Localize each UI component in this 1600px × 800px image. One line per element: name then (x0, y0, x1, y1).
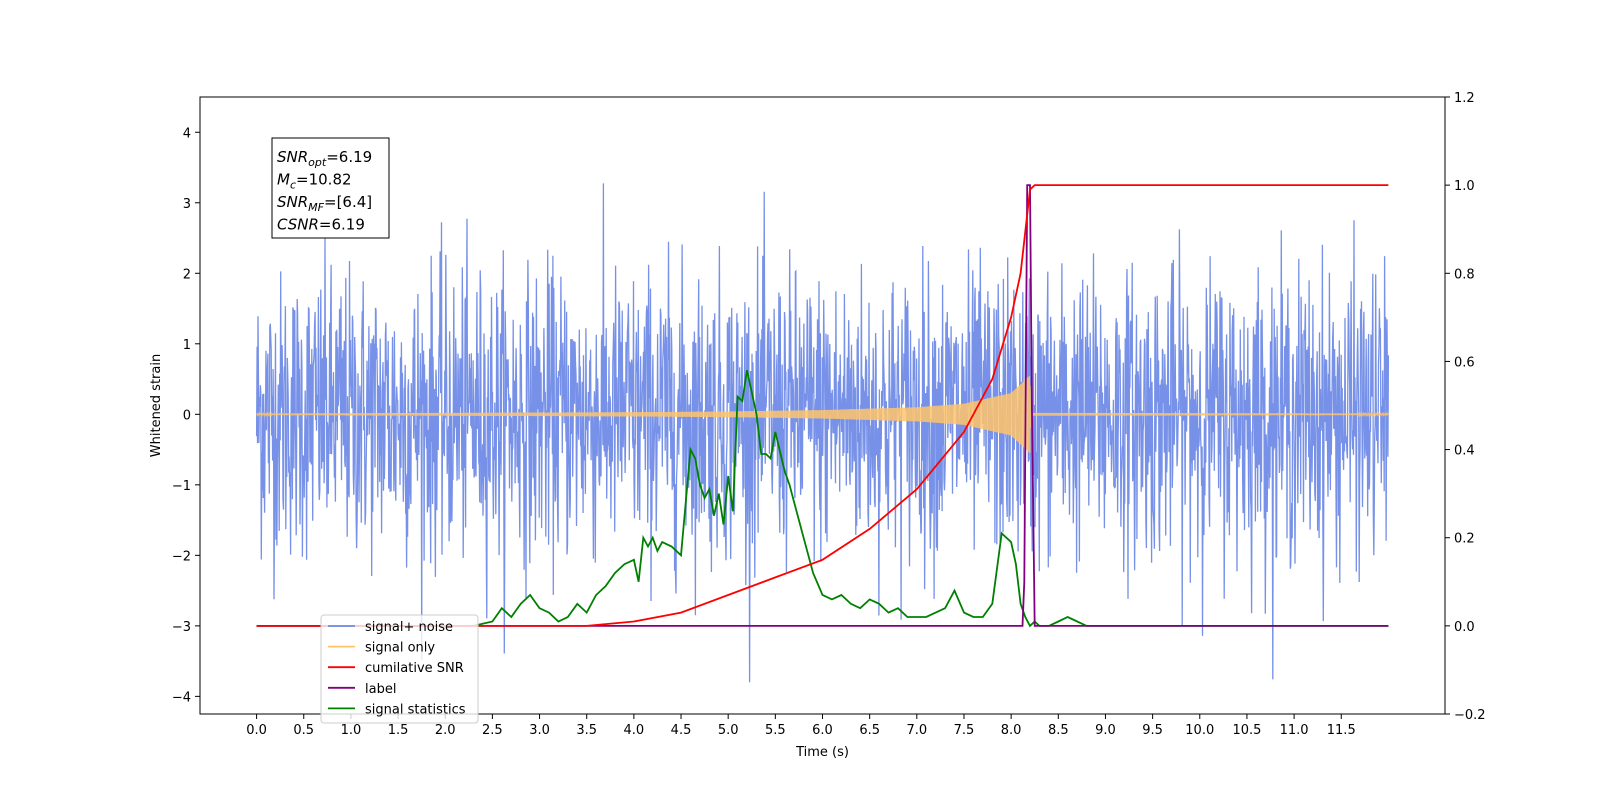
y2-tick-label: 0.2 (1454, 532, 1475, 547)
x-tick-label: 4.0 (624, 723, 645, 738)
signal-only-layer (256, 375, 1389, 454)
legend-label: signal+ noise (365, 620, 453, 635)
x-tick-label: 8.5 (1048, 723, 1069, 738)
legend-label: label (365, 682, 396, 697)
x-tick-label: 7.5 (954, 723, 975, 738)
x-tick-label: 2.0 (435, 723, 456, 738)
info-box-frame (271, 137, 390, 239)
x-tick-label: 2.5 (482, 723, 503, 738)
series-signal-only-line (256, 375, 1389, 454)
x-tick-label: 0.5 (293, 723, 314, 738)
legend-label: signal only (365, 641, 435, 656)
legend-label: signal statistics (365, 702, 466, 717)
legend-label: cumilative SNR (365, 661, 464, 676)
info-box-line: SNRopt=6.19 (277, 148, 372, 169)
x-tick-label: 0.0 (246, 723, 267, 738)
y-tick-label: 4 (183, 126, 191, 141)
legend-frame (320, 614, 479, 724)
y-tick-label: −2 (172, 549, 191, 564)
info-box-line: CSNR=6.19 (277, 216, 365, 234)
x-tick-label: 4.5 (671, 723, 692, 738)
y-tick-label: 2 (183, 267, 191, 282)
series-signal-statistics-line (256, 370, 1389, 628)
x-tick-label: 1.5 (388, 723, 409, 738)
y-tick-label: 3 (183, 197, 191, 212)
x-tick-label: 5.5 (765, 723, 786, 738)
y-tick-label: −3 (172, 620, 191, 635)
y2-tick-label: 1.2 (1454, 91, 1475, 106)
x-tick-label: 3.0 (529, 723, 550, 738)
y2-tick-label: 0.6 (1454, 355, 1475, 370)
signal-noise-layer (255, 183, 1390, 683)
x-tick-label: 11.0 (1280, 723, 1309, 738)
x-tick-label: 10.5 (1232, 723, 1261, 738)
x-tick-label: 6.0 (812, 723, 833, 738)
y-tick-label: −4 (172, 690, 191, 705)
x-tick-label: 10.0 (1185, 723, 1214, 738)
y2-tick-label: 0.8 (1454, 267, 1475, 282)
axes-layer: 0.0 0.5 1.0 1.5 2.0 2.5 3.0 3.5 4.0 4.5 5.0 5.5 6.0 6… (172, 91, 1486, 738)
info-box-line: SNRMF=[6.4] (277, 193, 372, 214)
x-tick-label: 9.5 (1142, 723, 1163, 738)
y-tick-label: 1 (183, 338, 191, 353)
x-tick-label: 3.5 (576, 723, 597, 738)
x-tick-label: 8.0 (1001, 723, 1022, 738)
x-axis-label: Time (s) (795, 745, 849, 760)
y2-tick-label: 1.0 (1454, 179, 1475, 194)
x-tick-label: 9.0 (1095, 723, 1116, 738)
right-axis-lines-layer (256, 184, 1389, 628)
x-tick-label: 5.0 (718, 723, 739, 738)
x-tick-label: 7.0 (906, 723, 927, 738)
y-axis-label: Whitened strain (149, 354, 164, 457)
series-signal-noise-line (255, 183, 1390, 683)
x-tick-label: 6.5 (859, 723, 880, 738)
legend: signal+ noise signal only cumilative SNR la… (320, 614, 479, 724)
y-tick-label: 0 (183, 408, 191, 423)
x-tick-label: 11.5 (1327, 723, 1356, 738)
y-tick-label: −1 (172, 479, 191, 494)
info-box-line: Mc=10.82 (277, 171, 352, 192)
y2-tick-label: 0.4 (1454, 444, 1475, 459)
x-tick-label: 1.0 (341, 723, 362, 738)
y2-tick-label: 0.0 (1454, 620, 1475, 635)
series-label-line (256, 184, 1389, 627)
y2-tick-label: −0.2 (1454, 708, 1486, 723)
series-cumilative-snr-line (256, 184, 1389, 627)
